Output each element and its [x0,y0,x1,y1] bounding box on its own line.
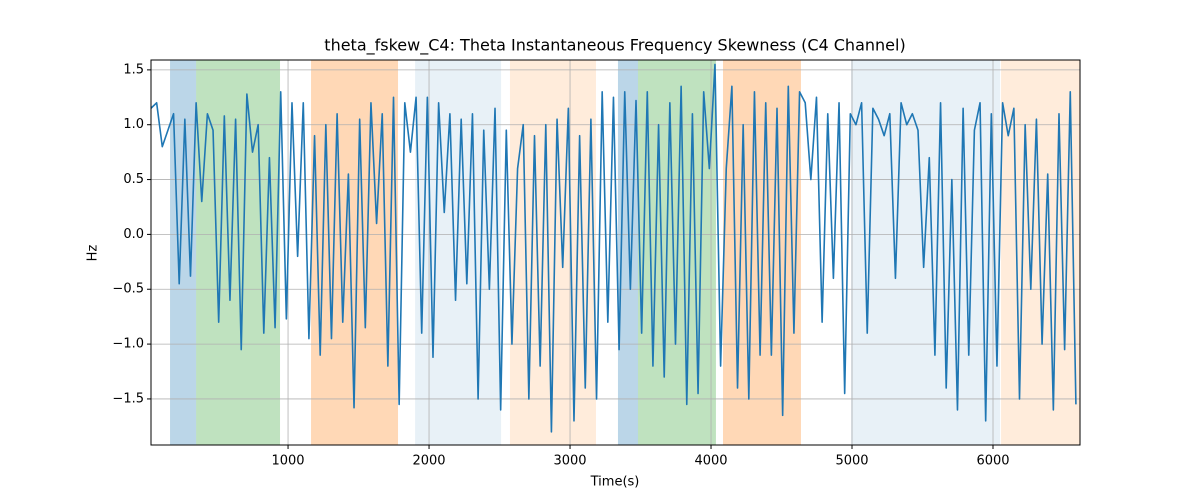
x-tick-label: 2000 [412,454,445,469]
y-tick-label: 0.5 [123,172,144,187]
chart-title: theta_fskew_C4: Theta Instantaneous Freq… [324,36,905,56]
x-tick-label: 3000 [553,454,586,469]
x-tick-label: 5000 [835,454,868,469]
y-tick-label: −0.5 [112,282,144,297]
x-tick-label: 6000 [976,454,1009,469]
x-tick-label: 1000 [271,454,304,469]
data-line [150,63,1077,433]
y-axis-label: Hz [86,245,101,262]
x-axis-label: Time(s) [590,475,640,490]
plot-frame [150,59,1081,446]
y-tick-label: −1.0 [112,337,144,352]
y-tick-label: 1.5 [123,62,144,77]
y-tick-label: 1.0 [123,117,144,132]
y-tick-label: 0.0 [123,227,144,242]
x-tick-label: 4000 [694,454,727,469]
y-tick-label: −1.5 [112,391,144,406]
